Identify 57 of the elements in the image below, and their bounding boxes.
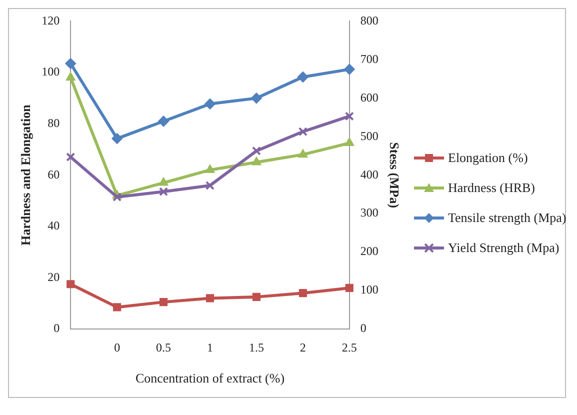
point <box>298 127 308 136</box>
y-axis-title: Hardness and Elongation <box>18 104 34 246</box>
y2-tick-label: 400 <box>360 167 378 182</box>
point <box>252 292 260 301</box>
point <box>344 64 355 75</box>
point <box>205 180 215 190</box>
point <box>344 112 354 121</box>
point <box>66 152 76 162</box>
point <box>66 72 76 81</box>
y2-tick-label: 0 <box>360 321 366 336</box>
y-tick-label: 40 <box>48 218 60 233</box>
y2-axis-title: Stess (MPa) <box>386 142 402 208</box>
y2-tick-label: 100 <box>360 282 378 297</box>
y2-tick-label: 700 <box>360 52 378 66</box>
x-tick-label: 1 <box>207 340 213 354</box>
y-tick-label: 120 <box>42 13 60 28</box>
point <box>112 133 123 144</box>
legend-label: Yield Strength (Mpa) <box>448 240 560 256</box>
point <box>252 146 261 156</box>
point <box>206 294 214 302</box>
y2-tick-label: 800 <box>360 13 378 28</box>
y-tick-label: 100 <box>42 64 60 79</box>
y2-tick-label: 500 <box>360 128 378 143</box>
point <box>160 298 168 306</box>
x-tick-label: 0 <box>114 340 120 354</box>
point <box>250 92 262 104</box>
point <box>298 149 308 158</box>
point <box>344 138 354 146</box>
point <box>66 280 75 288</box>
y-tick-label: 60 <box>48 167 60 182</box>
x-tick-label: 0.5 <box>156 340 172 354</box>
point <box>158 116 170 127</box>
y2-tick-label: 300 <box>360 206 378 220</box>
point <box>297 71 308 82</box>
y2-tick-label: 200 <box>360 244 378 258</box>
y-tick-label: 80 <box>48 116 60 130</box>
point <box>158 177 168 186</box>
point <box>204 98 216 110</box>
x-tick-label: 1.5 <box>248 340 264 354</box>
point <box>345 284 354 292</box>
point <box>205 164 215 173</box>
point <box>252 156 262 166</box>
x-axis-title: Concentration of extract (%) <box>135 370 285 386</box>
x-tick-label: 2.5 <box>342 340 357 354</box>
legend-label: Tensile strength (Mpa) <box>448 210 566 226</box>
y-tick-label: 20 <box>48 270 60 284</box>
y-tick-label: 0 <box>54 321 60 336</box>
point <box>112 192 122 202</box>
point <box>65 58 76 70</box>
legend-label: Hardness (HRB) <box>448 180 536 196</box>
legend-label: Elongation (%) <box>448 150 528 166</box>
chart-frame: Concentration of extract (%) Hardness and Elongation Stess (MPa) 0 0.5 1 1.5 2 2.5 0 20 40 60 80 100 120 0 100 200 300 400 500 600 700 800 Elongation (%) Hardness (HRB) Tensile strength (Mpa) Yield Strength (Mpa) <box>8 8 566 398</box>
point <box>298 289 307 298</box>
y2-tick-label: 600 <box>360 90 378 104</box>
x-tick-label: 2 <box>300 340 306 354</box>
point <box>159 187 168 196</box>
point <box>113 303 122 312</box>
